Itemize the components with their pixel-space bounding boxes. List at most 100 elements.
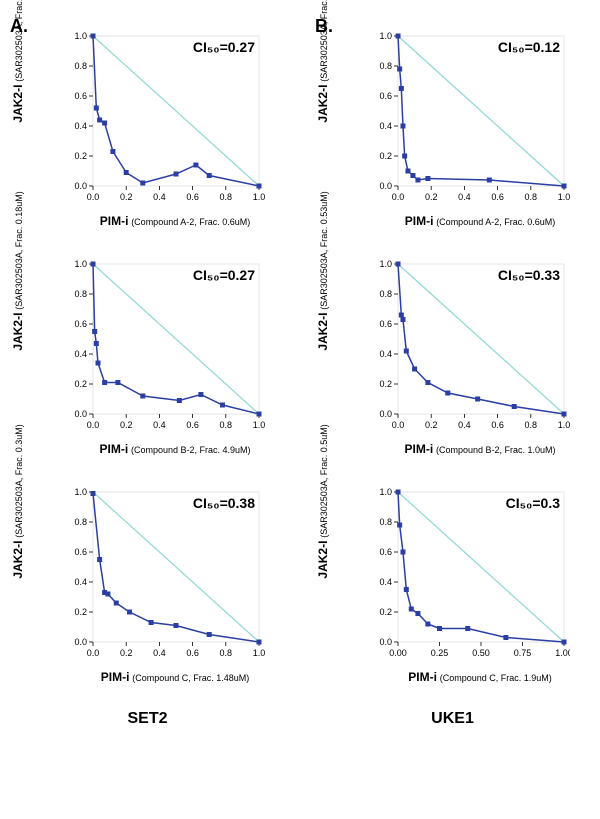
data-marker — [97, 118, 102, 123]
data-marker — [257, 640, 262, 645]
y-axis-main: JAK2-I — [11, 85, 25, 123]
y-axis-sub: (SAR302503A, Frac. 0.3uM) — [14, 424, 24, 538]
svg-text:0.4: 0.4 — [74, 577, 87, 587]
data-marker — [425, 176, 430, 181]
svg-text:0.0: 0.0 — [87, 192, 100, 202]
svg-text:0.0: 0.0 — [74, 409, 87, 419]
svg-text:0.6: 0.6 — [74, 547, 87, 557]
x-axis-main: PIM-i — [405, 214, 434, 228]
data-marker — [102, 121, 107, 126]
x-axis-sub: (Compound A-2, Frac. 0.6uM) — [436, 217, 555, 227]
svg-text:1.0: 1.0 — [558, 420, 570, 430]
data-marker — [425, 380, 430, 385]
data-marker — [110, 149, 115, 154]
x-axis-main: PIM-i — [101, 670, 130, 684]
svg-text:0.0: 0.0 — [379, 181, 392, 191]
data-marker — [475, 397, 480, 402]
svg-text:1.0: 1.0 — [379, 487, 392, 497]
svg-text:0.2: 0.2 — [379, 151, 392, 161]
svg-text:0.4: 0.4 — [458, 192, 471, 202]
y-axis-main: JAK2-I — [11, 541, 25, 579]
svg-text:1.0: 1.0 — [74, 31, 87, 41]
svg-text:0.0: 0.0 — [392, 192, 405, 202]
data-marker — [91, 262, 96, 267]
svg-text:0.4: 0.4 — [74, 121, 87, 131]
chart-panel: JAK2-I (SAR302503A, Frac. 0.53uM)0.00.20… — [315, 248, 590, 456]
x-axis-sub: (Compound B-2, Frac. 4.9uM) — [131, 445, 251, 455]
svg-text:0.8: 0.8 — [379, 517, 392, 527]
data-marker — [409, 607, 414, 612]
data-marker — [177, 398, 182, 403]
x-axis-label: PIM-i (Compound B-2, Frac. 1.0uM) — [370, 442, 590, 456]
data-marker — [257, 412, 262, 417]
svg-text:0.0: 0.0 — [87, 420, 100, 430]
x-axis-main: PIM-i — [100, 214, 129, 228]
data-marker — [400, 124, 405, 129]
column-title: SET2 — [10, 710, 285, 728]
additivity-line — [398, 36, 564, 186]
additivity-line — [93, 36, 259, 186]
svg-text:1.0: 1.0 — [379, 259, 392, 269]
data-marker — [193, 163, 198, 168]
svg-text:1.0: 1.0 — [558, 192, 570, 202]
svg-text:0.8: 0.8 — [525, 192, 538, 202]
data-marker — [207, 632, 212, 637]
data-marker — [562, 184, 567, 189]
data-marker — [396, 490, 401, 495]
svg-text:0.2: 0.2 — [120, 420, 133, 430]
svg-text:0.2: 0.2 — [379, 607, 392, 617]
svg-text:0.8: 0.8 — [74, 517, 87, 527]
svg-text:0.8: 0.8 — [74, 61, 87, 71]
ci50-label: CI₅₀=0.27 — [193, 267, 255, 283]
svg-text:0.2: 0.2 — [74, 379, 87, 389]
data-marker — [220, 403, 225, 408]
svg-text:0.2: 0.2 — [425, 192, 438, 202]
isobologram-plot: 0.00.20.40.60.81.00.00.20.40.60.81.0CI₅₀… — [370, 258, 570, 438]
isobologram-plot: 0.00.20.40.60.81.00.00.20.40.60.81.0CI₅₀… — [370, 30, 570, 210]
svg-text:0.8: 0.8 — [525, 420, 538, 430]
isobologram-plot: 0.00.20.40.60.81.00.00.20.40.60.81.0CI₅₀… — [65, 30, 265, 210]
data-marker — [400, 317, 405, 322]
x-axis-sub: (Compound C, Frac. 1.48uM) — [132, 673, 249, 683]
svg-text:0.4: 0.4 — [74, 349, 87, 359]
svg-text:1.00: 1.00 — [555, 648, 570, 658]
svg-text:1.0: 1.0 — [253, 648, 265, 658]
x-axis-main: PIM-i — [100, 442, 129, 456]
data-marker — [425, 622, 430, 627]
data-marker — [102, 380, 107, 385]
additivity-line — [398, 264, 564, 414]
x-axis-label: PIM-i (Compound A-2, Frac. 0.6uM) — [370, 214, 590, 228]
svg-text:0.6: 0.6 — [186, 648, 199, 658]
svg-text:0.0: 0.0 — [74, 637, 87, 647]
data-marker — [397, 67, 402, 72]
svg-text:0.2: 0.2 — [379, 379, 392, 389]
chart-panel: JAK2-I (SAR302503A, Frac. 0.3uM)0.00.20.… — [10, 476, 285, 684]
data-marker — [402, 154, 407, 159]
svg-text:0.6: 0.6 — [186, 192, 199, 202]
data-marker — [105, 592, 110, 597]
svg-text:0.4: 0.4 — [379, 349, 392, 359]
data-marker — [174, 623, 179, 628]
svg-text:0.6: 0.6 — [379, 319, 392, 329]
y-axis-sub: (SAR302503A, Frac. 0.3uM) — [319, 0, 329, 82]
svg-text:1.0: 1.0 — [74, 259, 87, 269]
ci50-label: CI₅₀=0.38 — [193, 495, 255, 511]
data-marker — [404, 587, 409, 592]
additivity-line — [93, 264, 259, 414]
data-marker — [140, 181, 145, 186]
data-marker — [412, 367, 417, 372]
data-marker — [415, 178, 420, 183]
svg-text:0.4: 0.4 — [379, 577, 392, 587]
svg-text:0.75: 0.75 — [514, 648, 532, 658]
data-marker — [207, 173, 212, 178]
svg-text:0.2: 0.2 — [74, 151, 87, 161]
data-marker — [445, 391, 450, 396]
svg-text:0.0: 0.0 — [379, 409, 392, 419]
data-marker — [562, 640, 567, 645]
svg-text:1.0: 1.0 — [253, 192, 265, 202]
y-axis-sub: (SAR302503A, Frac. 0.3uM) — [14, 0, 24, 82]
x-axis-label: PIM-i (Compound B-2, Frac. 4.9uM) — [65, 442, 285, 456]
svg-text:0.00: 0.00 — [389, 648, 407, 658]
y-axis-main: JAK2-I — [316, 313, 330, 351]
svg-text:0.0: 0.0 — [87, 648, 100, 658]
